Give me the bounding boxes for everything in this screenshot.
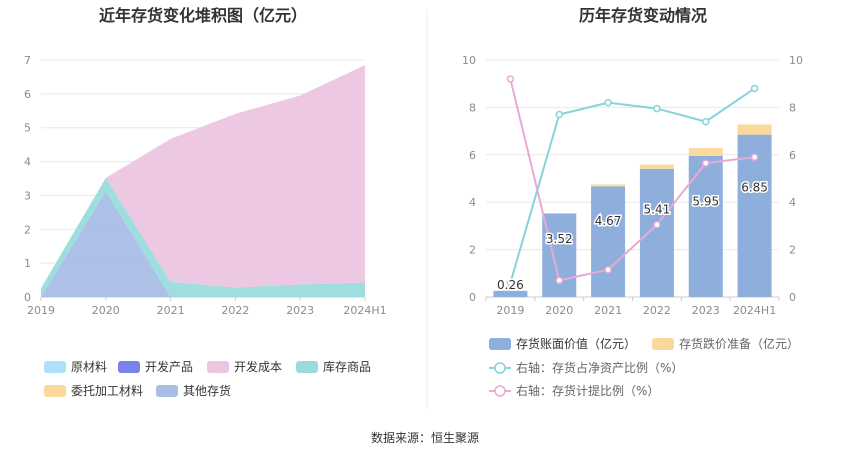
line-point bbox=[703, 160, 709, 166]
left-y-tick-label: 7 bbox=[24, 54, 31, 67]
bar-value-label: 6.85 bbox=[741, 180, 768, 194]
left-legend-swatch bbox=[118, 361, 140, 373]
right-y-tick-label: 10 bbox=[462, 54, 476, 67]
data-source: 数据来源：恒生聚源 bbox=[371, 430, 479, 445]
bar-impairment bbox=[689, 148, 723, 156]
left-y-tick-label: 1 bbox=[24, 257, 31, 270]
left-y-tick-label: 5 bbox=[24, 122, 31, 135]
left-x-tick-label: 2023 bbox=[286, 304, 314, 317]
right-y2-tick-label: 4 bbox=[789, 196, 796, 209]
left-x-axis: 2019 2020 2021 2022 2023 2024H1 bbox=[27, 297, 387, 317]
bar-book-value bbox=[591, 186, 625, 297]
left-legend-label: 开发成本 bbox=[234, 359, 282, 374]
left-legend-swatch bbox=[296, 361, 318, 373]
left-x-tick-label: 2024H1 bbox=[343, 304, 386, 317]
bar-book-value bbox=[640, 169, 674, 297]
right-x-tick-label: 2023 bbox=[692, 304, 720, 317]
left-legend-label: 库存商品 bbox=[323, 359, 371, 374]
right-legend-swatch bbox=[489, 338, 511, 350]
left-legend-label: 原材料 bbox=[71, 360, 107, 374]
right-legend-label: 存货账面价值（亿元） bbox=[516, 336, 636, 351]
bar-book-value bbox=[542, 214, 576, 297]
right-x-tick-label: 2024H1 bbox=[733, 304, 776, 317]
right-legend-marker bbox=[495, 363, 505, 373]
right-chart-title: 历年存货变动情况 bbox=[579, 6, 707, 25]
right-x-tick-label: 2019 bbox=[496, 304, 524, 317]
left-legend-swatch bbox=[44, 385, 66, 397]
left-chart-title: 近年存货变化堆积图（亿元） bbox=[99, 6, 307, 25]
left-y-tick-label: 4 bbox=[24, 156, 31, 169]
left-legend-swatch bbox=[44, 361, 66, 373]
line-point bbox=[654, 222, 660, 228]
right-left-y-axis: 0 2 4 6 8 10 bbox=[462, 54, 476, 304]
bar-impairment bbox=[640, 165, 674, 169]
left-legend-label: 其他存货 bbox=[183, 383, 231, 398]
left-x-tick-label: 2020 bbox=[92, 304, 120, 317]
left-legend-swatch bbox=[156, 385, 178, 397]
left-x-tick-label: 2021 bbox=[157, 304, 185, 317]
right-legend-label: 右轴：存货计提比例（%） bbox=[516, 383, 659, 398]
bar-impairment bbox=[591, 184, 625, 186]
right-x-tick-label: 2022 bbox=[643, 304, 671, 317]
line-point bbox=[556, 277, 562, 283]
left-legend-label: 开发产品 bbox=[145, 359, 193, 374]
bar-value-label: 0.26 bbox=[497, 278, 524, 292]
right-y-tick-label: 8 bbox=[469, 101, 476, 114]
right-y-tick-label: 6 bbox=[469, 149, 476, 162]
right-bar-series bbox=[493, 124, 771, 297]
line-point bbox=[752, 154, 758, 160]
line-point bbox=[752, 85, 758, 91]
right-y2-tick-label: 8 bbox=[789, 101, 796, 114]
bar-impairment bbox=[738, 124, 772, 134]
left-legend-swatch bbox=[207, 361, 229, 373]
right-y-tick-label: 4 bbox=[469, 196, 476, 209]
right-x-tick-label: 2021 bbox=[594, 304, 622, 317]
right-y2-tick-label: 0 bbox=[789, 291, 796, 304]
right-y2-tick-label: 10 bbox=[789, 54, 803, 67]
right-legend: 存货账面价值（亿元） 存货跌价准备（亿元） 右轴：存货占净资产比例（%） 右轴：存货计… bbox=[489, 336, 799, 398]
left-y-axis: 0 1 2 3 4 5 6 7 bbox=[24, 54, 31, 304]
right-legend-swatch bbox=[652, 338, 674, 350]
left-y-tick-label: 3 bbox=[24, 189, 31, 202]
line-point bbox=[605, 267, 611, 273]
left-y-tick-label: 6 bbox=[24, 88, 31, 101]
right-x-axis: 2019 2020 2021 2022 2023 2024H1 bbox=[486, 297, 779, 317]
left-x-tick-label: 2022 bbox=[221, 304, 249, 317]
right-bar-labels: 0.26 3.52 4.67 5.41 5.95 6.85 bbox=[497, 180, 768, 291]
right-y2-tick-label: 2 bbox=[789, 244, 796, 257]
bar-value-label: 5.41 bbox=[644, 203, 671, 217]
right-legend-marker bbox=[495, 386, 505, 396]
left-y-tick-label: 2 bbox=[24, 223, 31, 236]
bar-value-label: 4.67 bbox=[595, 214, 622, 228]
line-point bbox=[556, 112, 562, 118]
line-point bbox=[605, 100, 611, 106]
right-legend-label: 右轴：存货占净资产比例（%） bbox=[516, 360, 683, 375]
line-point bbox=[703, 119, 709, 125]
right-y2-tick-label: 6 bbox=[789, 149, 796, 162]
line-point bbox=[654, 106, 660, 112]
line-point bbox=[507, 76, 513, 82]
right-y-tick-label: 0 bbox=[469, 291, 476, 304]
left-x-tick-label: 2019 bbox=[27, 304, 55, 317]
left-y-tick-label: 0 bbox=[24, 291, 31, 304]
bar-value-label: 3.52 bbox=[546, 232, 573, 246]
right-legend-label: 存货跌价准备（亿元） bbox=[679, 336, 799, 351]
right-gridlines bbox=[486, 60, 779, 297]
right-right-y-axis: 0 2 4 6 8 10 bbox=[789, 54, 803, 304]
left-legend-label: 委托加工材料 bbox=[71, 384, 143, 398]
right-x-tick-label: 2020 bbox=[545, 304, 573, 317]
right-y-tick-label: 2 bbox=[469, 244, 476, 257]
left-area-series bbox=[41, 65, 365, 297]
bar-value-label: 5.95 bbox=[692, 194, 719, 208]
